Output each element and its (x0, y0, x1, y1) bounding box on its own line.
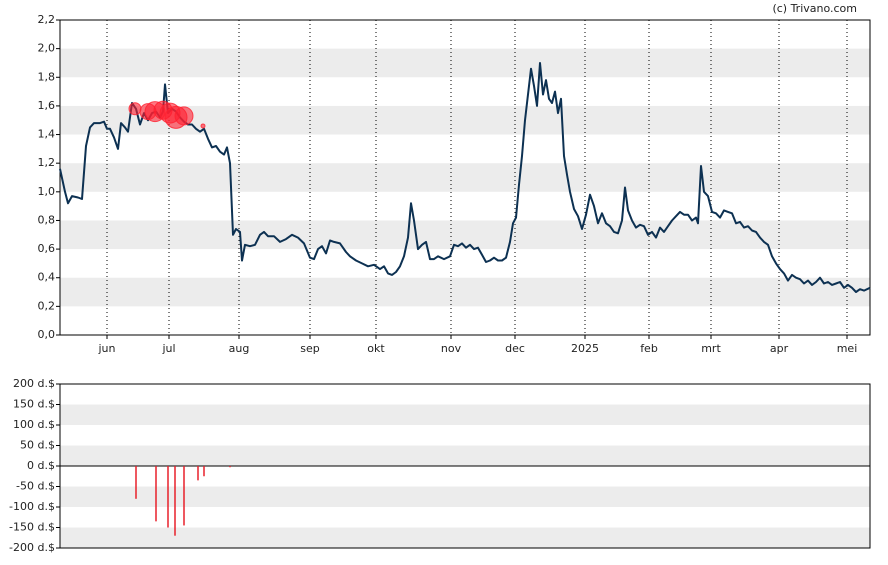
band (60, 404, 870, 425)
x-tick-label: sep (300, 342, 319, 355)
y-tick-label: 0,6 (38, 242, 56, 255)
y-tick-label: 1,6 (38, 99, 56, 112)
bubble (128, 102, 142, 116)
plot-frame (59, 19, 871, 336)
band (60, 48, 870, 78)
x-tick-label: mrt (701, 342, 721, 355)
bubble (174, 106, 194, 126)
x-tick-label: mei (837, 342, 858, 355)
band (60, 105, 870, 135)
x-tick-label: dec (505, 342, 525, 355)
y-tick-label: 0,2 (38, 299, 56, 312)
x-tick-label: okt (367, 342, 385, 355)
y-tick-label: 2,0 (38, 42, 56, 55)
y-tick-label: 1,4 (38, 128, 56, 141)
bubble (200, 123, 206, 129)
x-tick-label: nov (441, 342, 462, 355)
credit: (c) Trivano.com (772, 2, 857, 15)
band (60, 163, 870, 192)
x-tick-label: apr (770, 342, 789, 355)
y-tick-label: 2,2 (38, 13, 56, 26)
y-tick-label: 200 d.$ (13, 377, 55, 390)
y-tick-label: 1,2 (38, 156, 56, 169)
band (60, 527, 870, 548)
x-tick-label: aug (229, 342, 250, 355)
y-tick-label: 1,8 (38, 70, 56, 83)
y-tick-label: -100 d.$ (9, 500, 55, 513)
x-tick-label: 2025 (571, 342, 599, 355)
x-tick-label: jul (161, 342, 175, 355)
y-tick-label: -50 d.$ (16, 480, 55, 493)
y-tick-label: 50 d.$ (20, 439, 55, 452)
y-tick-label: -200 d.$ (9, 541, 55, 554)
y-tick-label: 0 d.$ (27, 459, 55, 472)
band (60, 277, 870, 307)
y-tick-label: 150 d.$ (13, 398, 55, 411)
band (60, 220, 870, 250)
price-line (59, 62, 871, 293)
band (60, 486, 870, 507)
x-tick-label: jun (98, 342, 116, 355)
x-tick-label: feb (640, 342, 658, 355)
y-tick-label: 0,8 (38, 213, 56, 226)
y-tick-label: -150 d.$ (9, 521, 55, 534)
y-tick-label: 0,4 (38, 271, 56, 284)
band (60, 445, 870, 466)
y-tick-label: 0,0 (38, 328, 56, 341)
y-tick-label: 1,0 (38, 185, 56, 198)
y-tick-label: 100 d.$ (13, 418, 55, 431)
